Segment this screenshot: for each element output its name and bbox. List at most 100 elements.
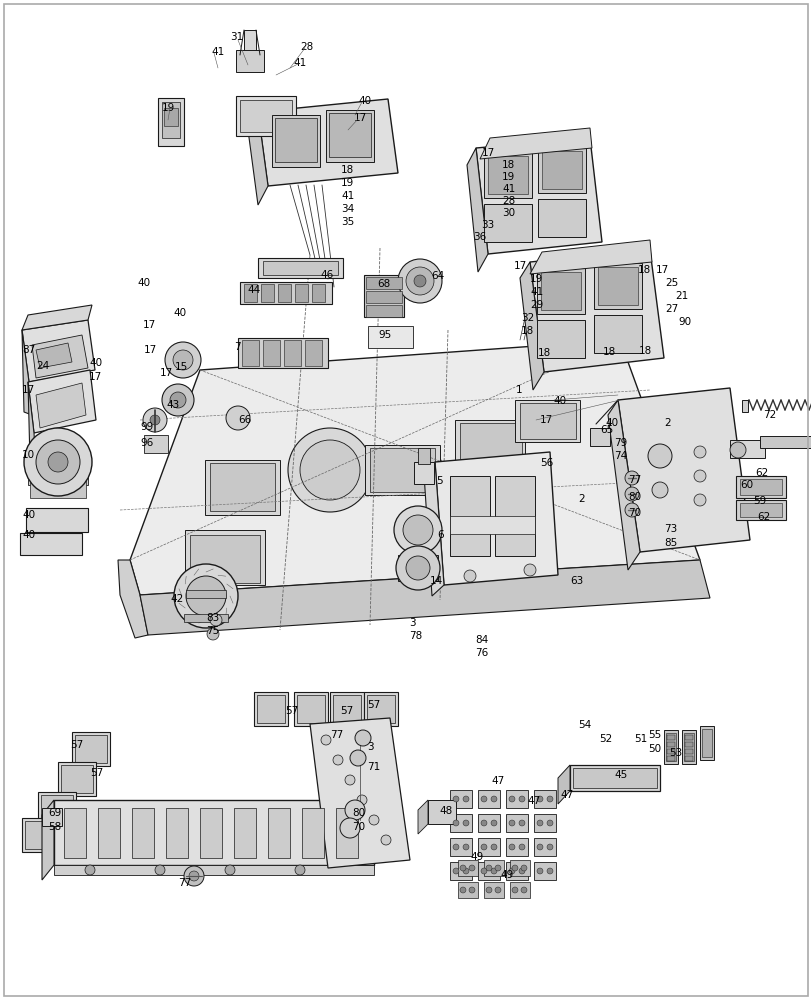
Text: 73: 73 [663, 524, 676, 534]
Polygon shape [519, 262, 543, 390]
Bar [158, 98, 184, 146]
Bar [702, 729, 711, 757]
Bar [365, 445, 440, 495]
Bar [449, 476, 489, 556]
Circle shape [486, 887, 491, 893]
Bar [495, 476, 534, 556]
Text: 29: 29 [530, 300, 543, 310]
Text: 78: 78 [409, 631, 422, 641]
Text: 5: 5 [436, 476, 442, 486]
Circle shape [518, 796, 525, 802]
Bar [366, 291, 401, 303]
Text: 28: 28 [299, 42, 313, 52]
Bar [478, 790, 500, 808]
Circle shape [350, 750, 366, 766]
Bar [294, 692, 328, 726]
Bar [683, 733, 693, 761]
Bar [240, 100, 292, 132]
Polygon shape [36, 383, 86, 428]
Bar [242, 340, 259, 366]
Text: 96: 96 [139, 438, 153, 448]
Bar [311, 284, 324, 302]
Bar [540, 272, 581, 310]
Bar [254, 692, 288, 726]
Circle shape [495, 865, 500, 871]
Bar [190, 535, 260, 583]
Text: 30: 30 [501, 208, 514, 218]
Polygon shape [423, 462, 444, 596]
Circle shape [299, 440, 359, 500]
Polygon shape [236, 50, 264, 72]
Bar [699, 726, 713, 760]
Polygon shape [22, 305, 92, 330]
Bar [98, 808, 120, 858]
Bar [414, 462, 433, 484]
Bar [509, 882, 530, 898]
Polygon shape [557, 765, 569, 804]
Bar [684, 735, 692, 740]
Bar [684, 749, 692, 754]
Circle shape [24, 428, 92, 496]
Circle shape [480, 796, 487, 802]
Polygon shape [258, 99, 397, 186]
Bar [483, 204, 531, 242]
Bar [61, 765, 93, 793]
Circle shape [624, 471, 638, 485]
Bar [478, 814, 500, 832]
Text: 47: 47 [526, 796, 539, 806]
Bar [240, 282, 332, 304]
Bar [22, 818, 60, 852]
Bar [665, 733, 676, 761]
Text: 79: 79 [613, 438, 626, 448]
Bar [164, 108, 178, 126]
Text: 7: 7 [234, 342, 240, 352]
Circle shape [508, 796, 514, 802]
Circle shape [729, 442, 745, 458]
Polygon shape [479, 128, 591, 159]
Polygon shape [466, 148, 487, 272]
Bar [449, 814, 471, 832]
Polygon shape [22, 330, 32, 415]
Bar [534, 814, 556, 832]
Circle shape [480, 820, 487, 826]
Text: 40: 40 [22, 510, 35, 520]
Text: 40: 40 [137, 278, 150, 288]
Text: 66: 66 [238, 415, 251, 425]
Bar [594, 315, 642, 353]
Circle shape [162, 384, 194, 416]
Bar [370, 448, 435, 492]
Bar [333, 695, 361, 723]
Polygon shape [530, 240, 651, 274]
Bar [165, 808, 188, 858]
Circle shape [460, 887, 466, 893]
Circle shape [521, 887, 526, 893]
Bar [536, 268, 584, 314]
Text: 17: 17 [143, 320, 156, 330]
Text: 74: 74 [613, 451, 626, 461]
Circle shape [469, 887, 474, 893]
Text: 70: 70 [627, 508, 641, 518]
Bar [132, 808, 154, 858]
Bar [666, 742, 674, 747]
Text: 84: 84 [474, 635, 487, 645]
Circle shape [693, 470, 705, 482]
Circle shape [508, 868, 514, 874]
Polygon shape [247, 112, 268, 205]
Text: 17: 17 [539, 415, 552, 425]
Circle shape [333, 755, 342, 765]
Text: 60: 60 [739, 480, 752, 490]
Circle shape [396, 546, 440, 590]
Text: 57: 57 [285, 706, 298, 716]
Bar [505, 790, 527, 808]
Text: 17: 17 [354, 113, 367, 123]
Circle shape [186, 576, 225, 616]
Circle shape [453, 868, 458, 874]
Text: 62: 62 [756, 512, 770, 522]
Text: 40: 40 [22, 530, 35, 540]
Circle shape [225, 865, 234, 875]
Bar [534, 790, 556, 808]
Polygon shape [530, 250, 663, 372]
Circle shape [523, 564, 535, 576]
Text: 57: 57 [70, 740, 84, 750]
Polygon shape [130, 340, 699, 595]
